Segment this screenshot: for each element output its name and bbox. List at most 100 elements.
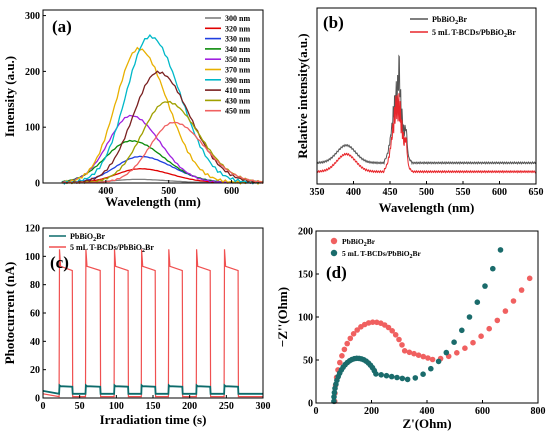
- d-xtick-label: 400: [420, 406, 435, 417]
- data-point: [470, 339, 476, 346]
- a-ytick-label: 300: [25, 11, 40, 22]
- b-x-axis-label: Wavelength (nm): [379, 200, 475, 215]
- panel-letter-a: (a): [52, 17, 72, 36]
- data-point: [331, 394, 337, 400]
- data-point: [399, 375, 406, 382]
- legend-entry: PbBiO2Br: [342, 237, 376, 248]
- data-point: [331, 389, 338, 396]
- panel-letter-c: (c): [50, 253, 69, 272]
- c-ytick-label: 120: [25, 224, 40, 235]
- c-xtick-label: 300: [256, 401, 271, 412]
- series-line-pbbio2br: [42, 383, 263, 395]
- d-ytick-label: 50: [303, 356, 313, 367]
- c-ytick-label: 20: [30, 365, 40, 376]
- series-line-tbcds: [42, 249, 263, 398]
- data-point: [344, 340, 351, 347]
- data-point: [502, 308, 509, 314]
- data-point: [478, 333, 484, 340]
- legend-entry: 340 nm: [225, 45, 250, 54]
- data-point: [482, 283, 488, 289]
- data-point: [337, 359, 343, 366]
- data-point: [406, 349, 413, 356]
- legend-entry: 450 nm: [225, 107, 250, 116]
- c-ytick-label: 100: [25, 252, 40, 263]
- data-point: [486, 325, 493, 332]
- series-line-tbcds: [316, 93, 537, 174]
- c-ytick-label: 60: [30, 309, 40, 320]
- data-point: [490, 265, 496, 272]
- plot-a-frame: [42, 9, 264, 184]
- data-point: [341, 346, 348, 353]
- panel-letter-b: (b): [323, 13, 344, 32]
- series-line-370-nm: [61, 46, 264, 185]
- b-xtick-label: 400: [346, 187, 361, 198]
- legend-entry: 410 nm: [225, 86, 250, 95]
- data-point: [399, 342, 405, 348]
- data-point: [339, 353, 345, 359]
- data-point: [526, 275, 533, 282]
- b-y-axis-label: Relative intensity(a.u.): [295, 33, 310, 158]
- d-xtick-label: 200: [364, 406, 379, 417]
- legend-entry: 300 nm: [225, 14, 250, 23]
- d-xtick-label: 800: [531, 406, 546, 417]
- d-xtick-label: 600: [475, 406, 490, 417]
- c-x-axis-label: Irradiation time (s): [100, 412, 207, 427]
- data-point: [412, 375, 419, 381]
- data-point: [347, 335, 354, 342]
- a-ytick-label: 0: [35, 179, 40, 190]
- c-ytick-label: 80: [30, 280, 40, 291]
- data-point: [428, 365, 434, 372]
- data-point: [415, 352, 422, 359]
- panel-c: 0 50 100 150 200 250 300 0 20 40 60 80 100 120 Irradia…: [2, 224, 271, 428]
- d-ytick-label: 100: [298, 313, 313, 324]
- legend-entry: 320 nm: [225, 24, 250, 33]
- d-ytick-label: 200: [298, 227, 313, 238]
- d-xtick-label: 0: [314, 406, 319, 417]
- a-ytick-label: 100: [25, 123, 40, 134]
- data-point: [392, 332, 399, 338]
- series-line-410-nm: [61, 70, 264, 185]
- data-point: [420, 353, 427, 360]
- d-x-axis-label: Z'(Ohm): [402, 416, 451, 431]
- data-point: [451, 339, 457, 346]
- b-xtick-label: 450: [383, 187, 398, 198]
- d-y-axis-label: −Z''(Ohm): [275, 287, 290, 347]
- panel-a: 400 500 600 0 100 200 300 Wavelength (nm) Intens…: [2, 9, 264, 209]
- b-xtick-label: 500: [419, 187, 434, 198]
- c-xtick-label: 50: [75, 401, 85, 412]
- data-point: [425, 355, 431, 361]
- c-xtick-label: 0: [41, 401, 46, 412]
- c-y-axis-label: Photocurrent (nA): [2, 262, 17, 365]
- data-point: [466, 314, 473, 320]
- b-xtick-label: 350: [310, 187, 325, 198]
- legend-entry: 350 nm: [225, 55, 250, 64]
- plot-c-frame: [42, 227, 264, 399]
- legend-entry: 390 nm: [225, 76, 250, 85]
- c-ytick-label: 0: [35, 394, 40, 405]
- data-point: [350, 331, 357, 337]
- data-point: [401, 348, 408, 354]
- c-xtick-label: 150: [146, 401, 161, 412]
- data-point: [373, 371, 379, 377]
- data-point: [443, 349, 450, 356]
- legend-entry: 430 nm: [225, 96, 250, 105]
- legend-entry: 5 mL T-BCDs/PbBiO2Br: [70, 243, 154, 254]
- b-xtick-label: 650: [529, 187, 544, 198]
- data-point: [462, 345, 468, 352]
- data-point: [518, 287, 525, 293]
- legend-entry: 370 nm: [225, 66, 250, 75]
- a-xtick-label: 400: [98, 186, 113, 197]
- legend-marker: [330, 237, 338, 245]
- data-point: [474, 299, 481, 306]
- data-point: [378, 372, 385, 378]
- panel-b: 350 400 450 500 550 600 650 Wavelength (nm) Rela…: [295, 7, 544, 215]
- legend-entry: PbBiO2Br: [70, 232, 105, 243]
- data-point: [383, 372, 390, 379]
- c-xtick-label: 200: [182, 401, 197, 412]
- series-line-pbbio2br: [316, 54, 537, 166]
- data-point: [420, 371, 426, 378]
- d-ytick-label: 150: [298, 270, 313, 281]
- data-point: [429, 356, 436, 363]
- a-x-axis-label: Wavelength (nm): [105, 194, 201, 209]
- legend-marker: [330, 249, 338, 257]
